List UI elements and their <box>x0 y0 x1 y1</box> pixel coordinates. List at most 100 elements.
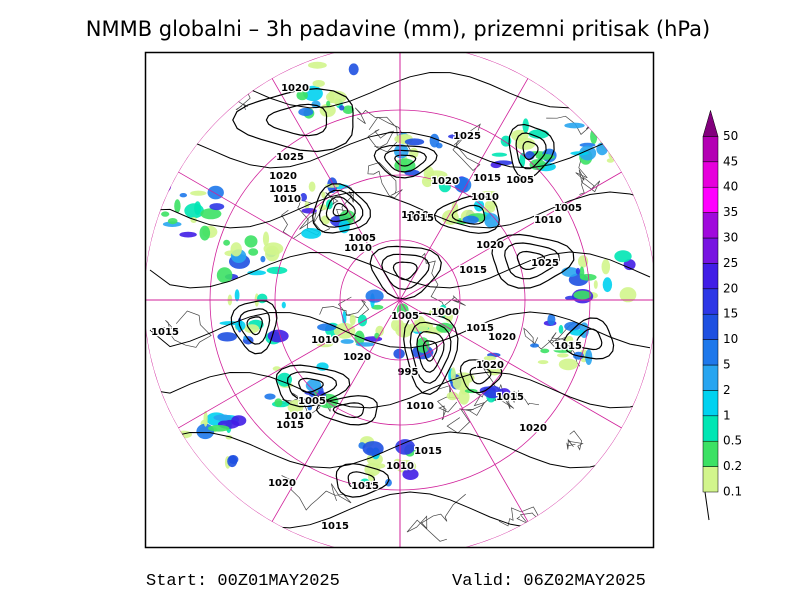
isobar <box>504 242 560 280</box>
coastline <box>367 129 413 153</box>
colorbar-box <box>702 288 719 315</box>
coastline <box>452 123 481 171</box>
precip-cell <box>442 209 459 225</box>
coastline <box>575 155 601 195</box>
colorbar-label: 20 <box>723 281 738 295</box>
isobar-label: 1015 <box>351 481 379 492</box>
isobar-label: 1015 <box>473 173 501 184</box>
precip-cell <box>200 208 222 220</box>
isobar-label: 1015 <box>554 341 582 352</box>
precip-cell <box>340 339 354 344</box>
isobar <box>369 245 442 300</box>
precip-cell <box>540 348 550 354</box>
isobar <box>522 140 539 161</box>
isobar-label: 1005 <box>348 233 376 244</box>
precip-cell <box>393 348 405 359</box>
precip-cell <box>179 193 187 198</box>
colorbar-box <box>702 161 719 188</box>
isobar <box>318 189 364 228</box>
precip-cell <box>368 471 375 482</box>
precip-cell <box>260 255 266 263</box>
precip-cell <box>593 280 598 289</box>
precip-cell <box>622 153 635 166</box>
isobar-label: 1015 <box>406 213 434 224</box>
precip-cell <box>402 468 419 481</box>
precip-cell <box>274 398 283 407</box>
precip-cell <box>484 213 499 229</box>
precip-cell <box>167 218 178 225</box>
colorbar-box <box>702 186 719 213</box>
precip-cell <box>223 239 231 246</box>
precip-cell <box>300 193 307 202</box>
isobar <box>403 312 459 396</box>
isobar-label: 1010 <box>401 210 429 221</box>
isobar-label: 1015 <box>459 265 487 276</box>
isobar-label: 1020 <box>431 176 459 187</box>
isobar <box>381 253 430 290</box>
isobar <box>315 395 378 426</box>
isobar <box>332 402 365 419</box>
precip-cell <box>452 376 470 391</box>
isobar <box>246 316 263 336</box>
precip-cell <box>623 154 636 169</box>
precip-cell <box>616 124 634 133</box>
colorbar-box <box>702 390 719 417</box>
isobar <box>325 196 356 223</box>
isobar <box>422 340 438 362</box>
precip-cell <box>348 63 359 76</box>
colorbar-label: 10 <box>723 332 738 346</box>
precip-cell <box>296 90 308 101</box>
isobar <box>469 366 492 385</box>
isobar-label: 1010 <box>471 192 499 203</box>
colorbar-label: 0.5 <box>723 434 742 448</box>
isobar-label: 1005 <box>298 396 326 407</box>
precip-cell <box>362 441 384 456</box>
precip-cell <box>339 105 345 111</box>
precip-cell <box>207 425 230 432</box>
colorbar-label: 40 <box>723 180 738 194</box>
precip-cell <box>190 190 207 196</box>
coastline <box>436 384 460 421</box>
colorbar-label: 2 <box>723 383 731 397</box>
colorbar-label: 45 <box>723 154 738 168</box>
precip-cell <box>515 137 536 150</box>
precip-cell <box>553 348 572 353</box>
colorbar-box <box>702 415 719 442</box>
isobar <box>451 204 486 225</box>
isobar <box>347 471 376 490</box>
isobar <box>491 233 575 289</box>
precip-cell <box>429 133 440 148</box>
precip-cell <box>308 181 316 192</box>
precip-cell <box>326 100 331 107</box>
precip-cell <box>287 399 304 414</box>
isobar <box>394 154 417 167</box>
precip-cell <box>619 287 637 303</box>
precip-cell <box>244 235 258 248</box>
colorbar-box <box>702 237 719 264</box>
precip-cell <box>479 190 500 197</box>
precip-cell <box>213 414 232 421</box>
coastline <box>446 387 498 434</box>
precip-cell <box>573 290 592 300</box>
precip-cell <box>601 259 611 275</box>
isobar-label: 1005 <box>506 175 534 186</box>
colorbar-arrow <box>702 109 719 137</box>
precip-cell <box>491 152 508 157</box>
map-frame <box>144 51 655 549</box>
precip-cell <box>565 335 574 344</box>
precip-cell <box>301 228 322 239</box>
precip-cell <box>203 410 208 427</box>
isobar-label: 1015 <box>496 392 524 403</box>
precip-cell <box>217 332 237 342</box>
isobar-label: 1015 <box>269 184 297 195</box>
precip-cell <box>349 314 356 326</box>
precip-cell <box>326 90 347 104</box>
precip-cell <box>575 267 581 275</box>
precip-cell <box>363 336 383 342</box>
precip-cell <box>371 304 384 310</box>
coastline <box>281 475 352 511</box>
precip-cell <box>586 110 606 124</box>
precip-cell <box>558 324 564 334</box>
